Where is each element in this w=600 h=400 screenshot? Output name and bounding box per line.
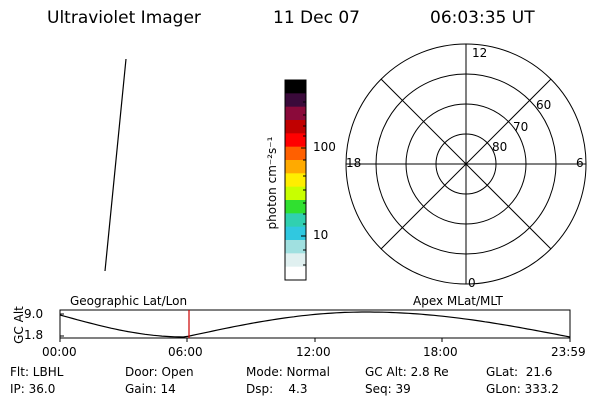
altitude-curve [59, 311, 571, 338]
y-tick-9: 9.0 [24, 307, 44, 321]
x-tick-1800: 18:00 [423, 345, 458, 359]
color-scale-segment [285, 213, 306, 228]
info-glat: GLat: 21.6 [486, 365, 553, 379]
mlt-label-6: 6 [576, 156, 584, 170]
instrument-title: Ultraviolet Imager [47, 8, 201, 28]
image-edge-line [104, 58, 127, 272]
polar-diagonal-2 [380, 78, 552, 250]
timeline-x-ticks [59, 338, 571, 342]
color-scale-segment [285, 133, 306, 148]
info-seq: Seq: 39 [365, 382, 411, 396]
color-scale-segment [285, 186, 306, 201]
mlt-label-0: 0 [468, 276, 476, 290]
lat-label-70: 70 [513, 120, 529, 134]
x-tick-0600: 06:00 [168, 345, 203, 359]
color-scale-frame [284, 79, 307, 281]
lat-label-60: 60 [536, 98, 552, 112]
y-tick-1-8: 1.8 [24, 328, 44, 342]
mlt-label-18: 18 [346, 156, 362, 170]
info-glon: GLon: 333.2 [486, 382, 559, 396]
apex-title: Apex MLat/MLT [413, 294, 503, 308]
lat-label-80: 80 [492, 140, 508, 154]
info-gain: Gain: 14 [125, 382, 176, 396]
color-scale-segment [285, 106, 306, 121]
color-scale-segment [285, 80, 306, 94]
time-label: 06:03:35 UT [430, 8, 535, 28]
x-tick-1200: 12:00 [296, 345, 331, 359]
color-scale-ticks [301, 86, 306, 266]
info-gc-alt: GC Alt: 2.8 Re [365, 365, 449, 379]
color-scale-segment [285, 253, 306, 268]
x-tick-2359: 23:59 [551, 345, 586, 359]
date-label: 11 Dec 07 [273, 8, 360, 28]
info-door: Door: Open [125, 365, 194, 379]
color-scale-segment [285, 146, 306, 161]
color-scale-segment [285, 93, 306, 108]
geographic-title: Geographic Lat/Lon [70, 294, 188, 308]
info-mode: Mode: Normal [246, 365, 330, 379]
color-scale-segment [285, 173, 306, 188]
colorbar-tick-10: 10 [313, 228, 329, 242]
color-scale-segment [285, 120, 306, 134]
color-scale-segment [285, 200, 306, 214]
polar-grid [345, 43, 587, 285]
gc-alt-axis-label: GC Alt [12, 306, 26, 344]
info-dsp: Dsp: 4.3 [246, 382, 308, 396]
x-tick-0000: 00:00 [42, 345, 77, 359]
colorbar-tick-100: 100 [313, 140, 336, 154]
info-ip: IP: 36.0 [10, 382, 56, 396]
color-scale-segment [285, 226, 306, 241]
timeline-y-ticks [60, 313, 64, 337]
mlt-label-12: 12 [472, 46, 488, 60]
color-scale-segment [285, 240, 306, 254]
color-scale-segment [285, 160, 306, 174]
color-scale-bar [285, 80, 306, 281]
color-scale-segment [285, 266, 306, 281]
colorbar-unit-label: photon cm⁻²s⁻¹ [265, 136, 279, 230]
info-filter: Flt: LBHL [10, 365, 64, 379]
